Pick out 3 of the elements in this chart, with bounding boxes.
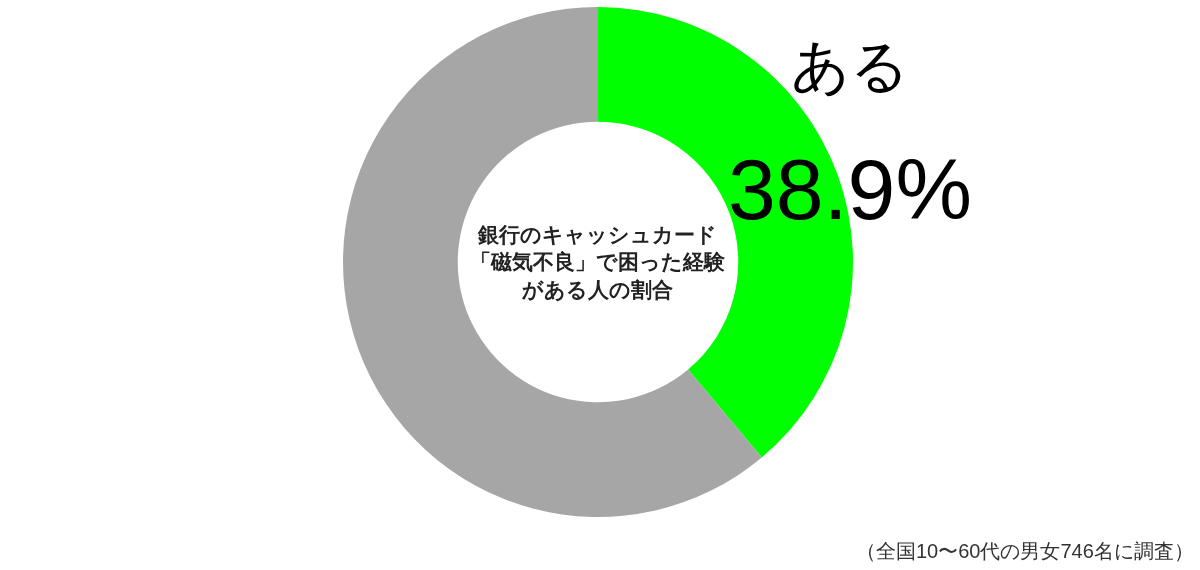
text: 銀行のキャッシュカード「磁気不良」で困った経験がある人の割合	[470, 223, 726, 302]
slice-label: ある	[791, 33, 909, 98]
text: （全国10〜60代の男女746名に調査）	[856, 540, 1194, 562]
